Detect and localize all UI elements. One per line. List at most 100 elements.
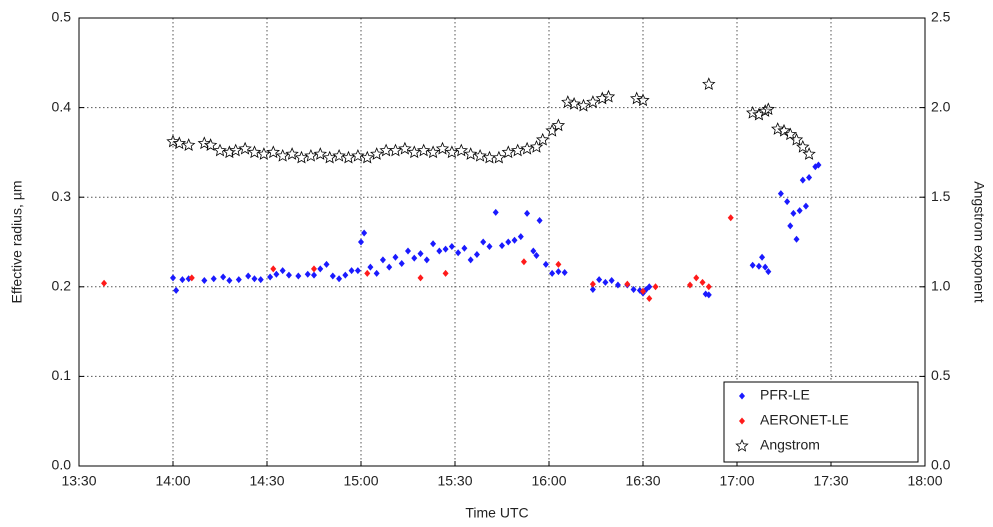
point bbox=[373, 269, 380, 277]
point bbox=[273, 270, 280, 278]
point bbox=[702, 77, 716, 91]
point bbox=[640, 287, 646, 295]
point bbox=[492, 150, 506, 164]
point bbox=[430, 240, 437, 248]
point bbox=[285, 147, 299, 160]
point bbox=[411, 254, 418, 262]
point bbox=[348, 267, 355, 275]
point bbox=[589, 280, 596, 288]
point bbox=[247, 145, 262, 159]
y-tick-label: 0.2 bbox=[52, 278, 72, 294]
point bbox=[501, 145, 516, 159]
point bbox=[386, 263, 393, 271]
point bbox=[379, 256, 386, 264]
x-tick-label: 18:00 bbox=[907, 473, 942, 489]
point bbox=[398, 141, 412, 155]
legend-box bbox=[723, 381, 919, 463]
point bbox=[461, 244, 468, 252]
point bbox=[542, 260, 549, 268]
point bbox=[229, 143, 243, 157]
point bbox=[614, 281, 621, 289]
point bbox=[646, 283, 653, 291]
point bbox=[392, 253, 399, 261]
point bbox=[511, 143, 525, 157]
legend-marker bbox=[739, 392, 745, 400]
point bbox=[101, 279, 108, 287]
y2-tick-label: 2.0 bbox=[931, 98, 951, 114]
point bbox=[799, 176, 806, 184]
point bbox=[693, 274, 700, 282]
point bbox=[398, 260, 405, 268]
y2-tick-label: 1.5 bbox=[931, 188, 951, 204]
point bbox=[473, 251, 480, 259]
point bbox=[586, 95, 600, 108]
point bbox=[294, 150, 309, 164]
y-tick-label: 0.4 bbox=[52, 98, 72, 114]
point bbox=[203, 138, 218, 151]
point bbox=[213, 143, 227, 157]
point bbox=[806, 173, 813, 181]
point bbox=[226, 277, 233, 285]
point bbox=[761, 102, 775, 116]
point bbox=[762, 263, 769, 271]
point bbox=[358, 238, 364, 246]
x-tick-label: 17:30 bbox=[813, 473, 848, 489]
point bbox=[511, 236, 518, 244]
point bbox=[790, 209, 797, 217]
point bbox=[815, 161, 822, 169]
legend-label: AERONET-LE bbox=[760, 412, 849, 428]
point bbox=[317, 265, 324, 273]
x-tick-label: 17:00 bbox=[719, 473, 754, 489]
point bbox=[342, 271, 349, 279]
x-tick-label: 14:00 bbox=[155, 473, 190, 489]
point bbox=[486, 242, 493, 250]
point bbox=[370, 147, 384, 160]
point bbox=[796, 207, 803, 215]
point bbox=[267, 273, 274, 281]
point bbox=[417, 274, 424, 282]
point bbox=[517, 233, 524, 241]
point bbox=[279, 267, 286, 275]
point bbox=[561, 268, 568, 276]
point bbox=[172, 136, 187, 150]
y2-axis-label: Angstrom exponent bbox=[971, 181, 987, 303]
point bbox=[442, 245, 449, 253]
point bbox=[332, 148, 346, 162]
point bbox=[699, 278, 706, 286]
point bbox=[201, 277, 208, 285]
point bbox=[551, 118, 566, 132]
point bbox=[555, 260, 562, 268]
point bbox=[188, 274, 195, 282]
legend-label: PFR-LE bbox=[760, 387, 810, 403]
point bbox=[455, 249, 462, 257]
point bbox=[257, 147, 271, 160]
point bbox=[755, 262, 762, 270]
point bbox=[417, 250, 424, 258]
point bbox=[266, 145, 281, 159]
point bbox=[210, 275, 217, 283]
point bbox=[520, 141, 534, 155]
point bbox=[601, 89, 616, 103]
point bbox=[520, 258, 527, 266]
x-tick-label: 13:30 bbox=[61, 473, 96, 489]
point bbox=[388, 143, 403, 157]
point bbox=[595, 91, 610, 105]
point bbox=[179, 276, 186, 284]
point bbox=[480, 238, 487, 246]
x-tick-label: 15:00 bbox=[343, 473, 378, 489]
x-tick-label: 16:30 bbox=[625, 473, 660, 489]
point bbox=[304, 148, 318, 162]
point bbox=[170, 274, 176, 282]
point bbox=[687, 281, 693, 289]
point bbox=[787, 222, 794, 230]
y2-tick-label: 0.0 bbox=[931, 457, 951, 473]
point bbox=[220, 273, 227, 281]
point bbox=[765, 268, 772, 276]
point bbox=[329, 272, 336, 280]
point bbox=[524, 209, 531, 217]
y2-tick-label: 1.0 bbox=[931, 278, 951, 294]
point bbox=[351, 148, 365, 162]
point bbox=[473, 148, 487, 162]
point bbox=[789, 132, 804, 146]
